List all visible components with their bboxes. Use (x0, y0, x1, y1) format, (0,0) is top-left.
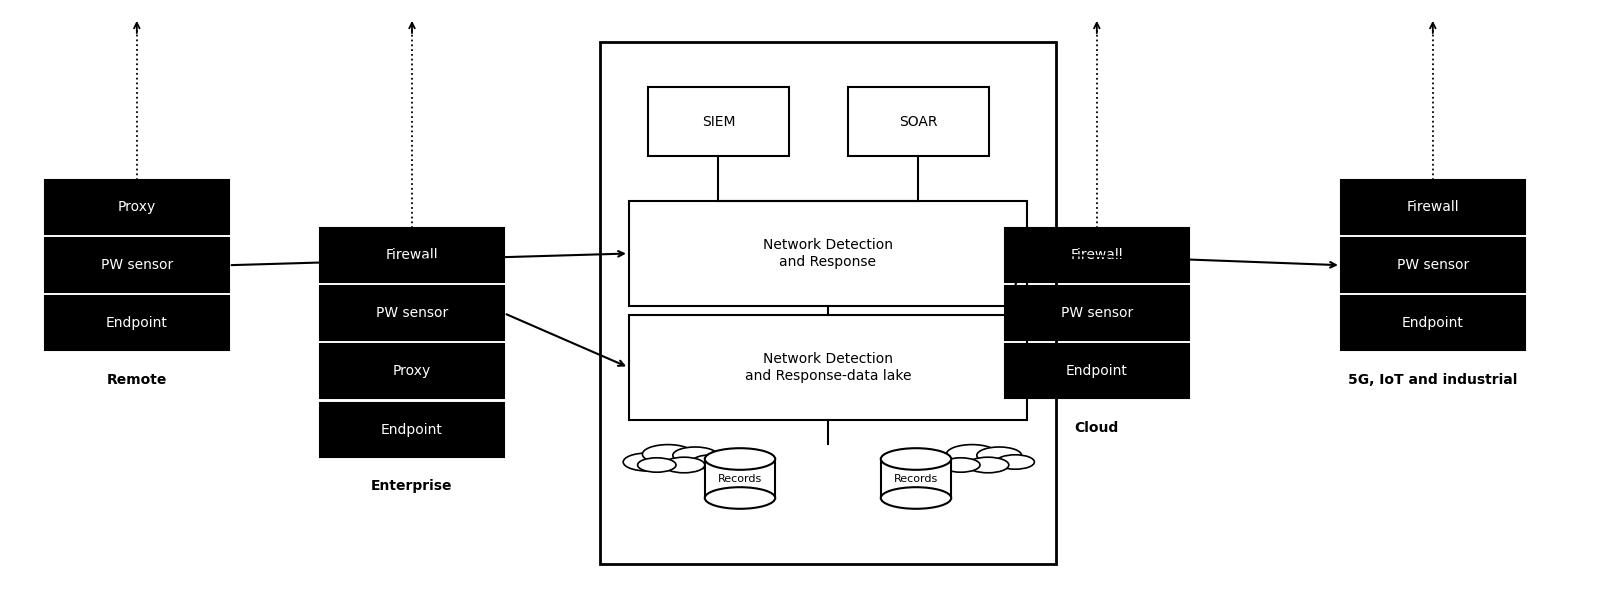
Text: Firewall: Firewall (1406, 200, 1459, 214)
Circle shape (637, 458, 675, 472)
Circle shape (976, 447, 1022, 464)
Circle shape (947, 445, 998, 464)
Text: Endpoint: Endpoint (106, 316, 168, 331)
Ellipse shape (880, 448, 950, 470)
Bar (1341, 238, 1525, 292)
Text: Firewall: Firewall (386, 248, 438, 262)
Text: Remote: Remote (107, 373, 166, 386)
Text: Endpoint: Endpoint (1402, 316, 1464, 331)
Bar (1341, 296, 1525, 350)
Bar (1341, 180, 1525, 234)
Text: PW sensor: PW sensor (376, 306, 448, 320)
Text: Network Detection
and Response-data lake: Network Detection and Response-data lake (744, 352, 912, 383)
Bar (1005, 228, 1189, 282)
Bar (45, 296, 229, 350)
Text: PW sensor: PW sensor (1397, 258, 1469, 272)
Ellipse shape (704, 487, 776, 509)
Circle shape (642, 445, 694, 464)
Text: Proxy: Proxy (394, 364, 430, 379)
Bar (320, 403, 504, 457)
Bar (320, 344, 504, 398)
Bar (629, 201, 1027, 306)
Circle shape (622, 453, 672, 471)
Bar (848, 87, 989, 156)
Circle shape (941, 458, 979, 472)
Bar (320, 286, 504, 340)
Bar (320, 228, 504, 282)
Text: Proxy: Proxy (118, 200, 155, 214)
Text: Endpoint: Endpoint (381, 422, 443, 437)
Circle shape (928, 453, 976, 471)
Text: Records: Records (894, 473, 938, 484)
Text: Endpoint: Endpoint (1066, 364, 1128, 379)
Text: Cloud: Cloud (1075, 421, 1118, 434)
Bar (648, 87, 789, 156)
Text: PW sensor: PW sensor (1061, 306, 1133, 320)
Bar (1005, 286, 1189, 340)
Circle shape (968, 457, 1010, 473)
Circle shape (691, 455, 731, 469)
Text: Enterprise: Enterprise (371, 479, 453, 493)
Text: Network Detection
and Response: Network Detection and Response (763, 238, 893, 269)
Bar (704, 459, 774, 498)
Text: 5G, IoT and industrial: 5G, IoT and industrial (1349, 373, 1517, 386)
Text: SOAR: SOAR (899, 115, 938, 128)
Bar (45, 180, 229, 234)
Bar (600, 42, 1056, 564)
Ellipse shape (704, 448, 776, 470)
Bar (629, 315, 1027, 420)
Text: Records: Records (718, 473, 762, 484)
Circle shape (674, 447, 717, 464)
Circle shape (664, 457, 704, 473)
Ellipse shape (880, 487, 950, 509)
Text: Firewall: Firewall (1070, 248, 1123, 262)
Text: SIEM: SIEM (702, 115, 734, 128)
Bar (880, 459, 950, 498)
Bar (1005, 344, 1189, 398)
Bar (45, 238, 229, 292)
Text: PW sensor: PW sensor (101, 258, 173, 272)
Circle shape (995, 455, 1035, 469)
